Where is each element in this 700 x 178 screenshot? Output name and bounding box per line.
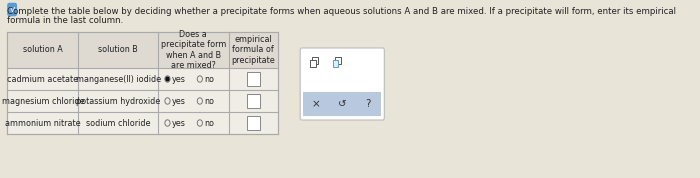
Bar	[332, 60, 338, 67]
Text: formula in the last column.: formula in the last column.	[7, 16, 123, 25]
Text: solution A: solution A	[23, 46, 63, 54]
Text: cadmium acetate: cadmium acetate	[7, 75, 78, 83]
Text: yes: yes	[172, 96, 186, 106]
Text: Complete the table below by deciding whether a precipitate forms when aqueous so: Complete the table below by deciding whe…	[7, 7, 676, 16]
Text: ↺: ↺	[338, 99, 346, 109]
Text: no: no	[204, 119, 214, 127]
Bar	[303, 92, 381, 116]
Bar	[312, 57, 318, 64]
Bar	[247, 72, 260, 86]
Text: yes: yes	[172, 119, 186, 127]
Text: v: v	[10, 5, 15, 14]
Text: ?: ?	[365, 99, 371, 109]
Text: ×: ×	[312, 99, 321, 109]
Bar	[310, 60, 316, 67]
Text: no: no	[204, 75, 214, 83]
Circle shape	[166, 77, 169, 81]
Text: magnesium chloride: magnesium chloride	[1, 96, 84, 106]
Bar	[7, 32, 277, 68]
Text: solution B: solution B	[98, 46, 138, 54]
FancyBboxPatch shape	[300, 48, 384, 120]
Text: potassium hydroxide: potassium hydroxide	[76, 96, 160, 106]
Text: ammonium nitrate: ammonium nitrate	[5, 119, 80, 127]
Text: sodium chloride: sodium chloride	[86, 119, 150, 127]
Bar	[335, 57, 341, 64]
Bar	[247, 94, 260, 108]
Text: empirical
formula of
precipitate: empirical formula of precipitate	[232, 35, 275, 65]
Text: Does a
precipitate form
when A and B
are mixed?: Does a precipitate form when A and B are…	[161, 30, 226, 70]
Text: yes: yes	[172, 75, 186, 83]
Text: no: no	[204, 96, 214, 106]
Bar	[7, 32, 277, 134]
Text: manganese(II) iodide: manganese(II) iodide	[76, 75, 161, 83]
Bar	[247, 116, 260, 130]
